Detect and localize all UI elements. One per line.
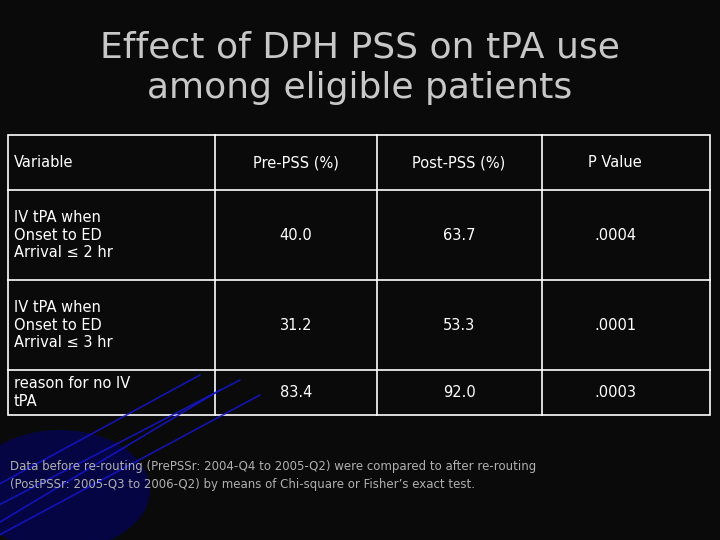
- Text: .0004: .0004: [594, 227, 636, 242]
- Text: 92.0: 92.0: [443, 385, 475, 400]
- Text: 63.7: 63.7: [443, 227, 475, 242]
- Text: Pre-PSS (%): Pre-PSS (%): [253, 155, 338, 170]
- Text: IV tPA when
Onset to ED
Arrival ≤ 3 hr: IV tPA when Onset to ED Arrival ≤ 3 hr: [14, 300, 112, 350]
- Ellipse shape: [0, 430, 150, 540]
- Text: .0001: .0001: [594, 318, 636, 333]
- Text: reason for no IV
tPA: reason for no IV tPA: [14, 376, 130, 409]
- Text: 83.4: 83.4: [279, 385, 312, 400]
- Text: 53.3: 53.3: [443, 318, 475, 333]
- Text: 40.0: 40.0: [279, 227, 312, 242]
- Text: Post-PSS (%): Post-PSS (%): [413, 155, 505, 170]
- Text: .0003: .0003: [594, 385, 636, 400]
- Text: P Value: P Value: [588, 155, 642, 170]
- Text: IV tPA when
Onset to ED
Arrival ≤ 2 hr: IV tPA when Onset to ED Arrival ≤ 2 hr: [14, 210, 113, 260]
- Text: Data before re-routing (PrePSSr: 2004-Q4 to 2005-Q2) were compared to after re-r: Data before re-routing (PrePSSr: 2004-Q4…: [10, 460, 536, 491]
- Text: Effect of DPH PSS on tPA use
among eligible patients: Effect of DPH PSS on tPA use among eligi…: [100, 31, 620, 105]
- Bar: [8, 135, 710, 415]
- Text: Variable: Variable: [14, 155, 73, 170]
- Text: 31.2: 31.2: [279, 318, 312, 333]
